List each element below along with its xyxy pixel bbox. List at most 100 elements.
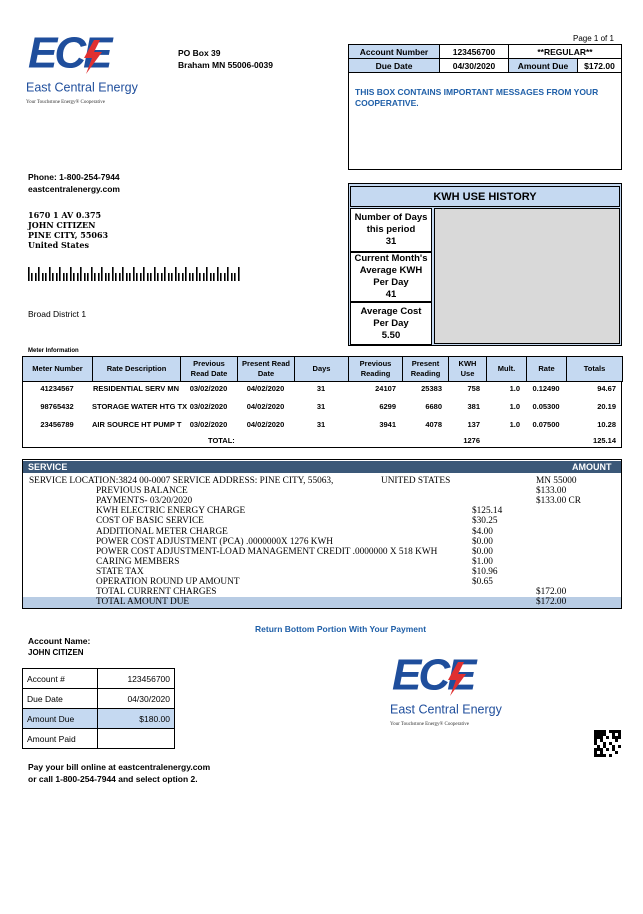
barcode-bar xyxy=(210,273,212,281)
logo-bolt xyxy=(448,662,466,696)
charge-amount: $0.65 xyxy=(472,577,493,587)
logo: ECE East Central Energy Your Touchstone … xyxy=(390,656,503,727)
barcode-bar xyxy=(203,273,205,281)
qr-module xyxy=(603,733,606,736)
meter-cell: 41234567 xyxy=(40,384,74,393)
column-header: Meter Number xyxy=(22,356,93,382)
charge-description: OPERATION ROUND UP AMOUNT xyxy=(96,577,240,587)
column-header: Totals xyxy=(566,356,623,382)
service-header: SERVICE xyxy=(28,462,68,472)
qr-module xyxy=(594,736,597,739)
barcode-bar xyxy=(238,267,240,281)
stub-value xyxy=(97,728,175,749)
barcode-bar xyxy=(164,267,166,281)
mailing-address: Braham MN 55006-0039 xyxy=(178,60,273,70)
qr-module xyxy=(606,736,609,739)
meter-cell: 04/02/2020 xyxy=(246,384,285,393)
barcode-bar xyxy=(150,273,152,281)
barcode-bar xyxy=(112,267,114,281)
barcode-bar xyxy=(101,267,103,281)
service-location: SERVICE LOCATION:3824 00-0007 SERVICE AD… xyxy=(29,476,334,486)
barcode-bar xyxy=(168,273,170,281)
barcode-bar xyxy=(161,273,163,281)
balance-amount: $133.00 CR xyxy=(536,496,581,507)
barcode-bar xyxy=(35,273,37,281)
service-header xyxy=(23,461,621,473)
barcode-bar xyxy=(31,273,33,281)
customer-address: PINE CITY, 55063 xyxy=(28,230,109,240)
usage-stat: Number of Days this period 31 xyxy=(350,208,432,252)
qr-module xyxy=(612,745,615,748)
charge-amount: $10.96 xyxy=(472,566,498,577)
qr-module xyxy=(612,748,615,751)
balance-amount: $172.00 xyxy=(536,587,567,598)
usage-stat: Average Cost Per Day 5.50 xyxy=(350,302,432,345)
stub-label: Due Date xyxy=(22,688,98,709)
section-title: Meter Information xyxy=(28,348,79,354)
meter-cell: 0.05300 xyxy=(532,402,560,411)
meter-cell: 03/02/2020 xyxy=(189,420,228,429)
logo-letters: ECE xyxy=(392,656,478,700)
chart-area xyxy=(434,208,620,344)
meter-cell: 94.67 xyxy=(597,384,616,393)
value-cell: 04/30/2020 xyxy=(439,58,509,73)
page-number: Page 1 of 1 xyxy=(573,34,614,43)
barcode-bar xyxy=(63,273,65,281)
barcode-bar xyxy=(213,273,215,281)
value-cell: 123456700 xyxy=(439,44,509,59)
total-amount: 125.14 xyxy=(593,436,616,445)
charge-description: COST OF BASIC SERVICE xyxy=(96,516,204,527)
qr-module xyxy=(609,742,612,745)
qr-module xyxy=(594,751,597,754)
label-cell: Account Number xyxy=(348,44,440,59)
stat-label: Number of Days this period xyxy=(354,212,428,235)
qr-module xyxy=(615,730,618,733)
qr-module xyxy=(618,745,621,748)
barcode-bar xyxy=(178,273,180,281)
qr-module xyxy=(612,730,615,733)
message: THIS BOX CONTAINS IMPORTANT MESSAGES FRO… xyxy=(355,87,599,108)
logo-name: East Central Energy xyxy=(390,702,503,716)
barcode-bar xyxy=(70,267,72,281)
barcode-bar xyxy=(192,273,194,281)
qr-module xyxy=(600,754,603,757)
mailing-address: PO Box 39 xyxy=(178,48,221,58)
barcode-bar xyxy=(66,273,68,281)
meter-cell: 04/02/2020 xyxy=(246,402,285,411)
charge-amount: $1.00 xyxy=(472,556,493,567)
charge-description: KWH ELECTRIC ENERGY CHARGE xyxy=(96,506,246,517)
qr-module xyxy=(609,730,612,733)
barcode-bar xyxy=(199,273,201,281)
stub-label: Amount Paid xyxy=(22,728,98,749)
charge-description: POWER COST ADJUSTMENT-LOAD MANAGEMENT CR… xyxy=(96,546,438,557)
qr-module xyxy=(606,748,609,751)
meter-cell: 758 xyxy=(467,384,480,393)
chart-title: KWH USE HISTORY xyxy=(350,186,620,207)
barcode-bar xyxy=(126,273,128,281)
qr-module xyxy=(603,730,606,733)
account-name-label: Account Name: xyxy=(28,636,91,646)
barcode-bar xyxy=(157,273,159,281)
stub-value: 123456700 xyxy=(97,668,175,689)
qr-module xyxy=(594,730,597,733)
barcode-bar xyxy=(122,267,124,281)
meter-cell: 0.12490 xyxy=(532,384,560,393)
logo-name: East Central Energy xyxy=(26,80,139,94)
qr-module xyxy=(603,742,606,745)
barcode-bar xyxy=(52,273,54,281)
barcode-bar xyxy=(87,273,89,281)
barcode-bar xyxy=(217,267,219,281)
qr-module xyxy=(615,739,618,742)
qr-module xyxy=(600,736,603,739)
value-cell: **REGULAR** xyxy=(508,44,622,59)
barcode-bar xyxy=(220,273,222,281)
column-header: KWH Use xyxy=(448,356,487,382)
total-kwh: 1276 xyxy=(463,436,480,445)
charge-amount: $4.00 xyxy=(472,526,493,537)
amount-header: AMOUNT xyxy=(572,462,612,472)
barcode-bar xyxy=(129,273,131,281)
barcode-bar xyxy=(42,273,44,281)
value-cell: $172.00 xyxy=(577,58,622,73)
qr-module xyxy=(594,742,597,745)
